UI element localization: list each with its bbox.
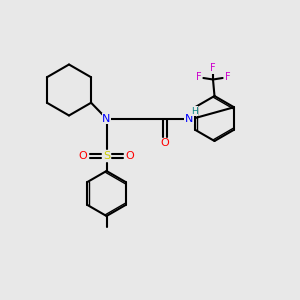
Text: O: O <box>125 151 134 161</box>
Text: N: N <box>102 113 111 124</box>
Text: O: O <box>79 151 88 161</box>
Text: S: S <box>103 151 110 161</box>
Text: F: F <box>225 72 230 82</box>
Text: H: H <box>191 106 198 116</box>
Text: O: O <box>160 138 169 148</box>
Text: N: N <box>185 113 193 124</box>
Text: F: F <box>210 63 216 73</box>
Text: F: F <box>196 72 201 82</box>
